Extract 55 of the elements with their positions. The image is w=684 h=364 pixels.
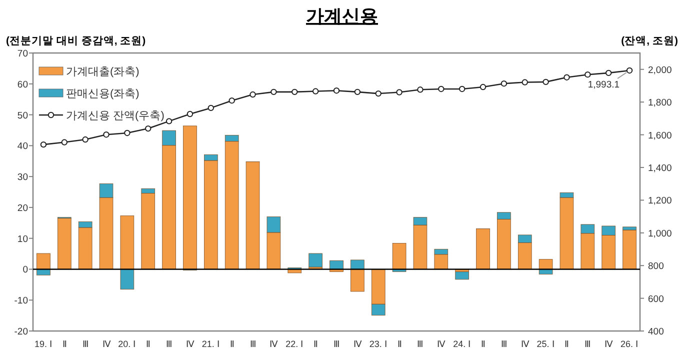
x-tick-label: Ⅳ bbox=[437, 339, 446, 349]
y-tick-label: 10 bbox=[17, 234, 28, 245]
x-tick-label: Ⅳ bbox=[604, 339, 614, 349]
x-tick-label: Ⅲ bbox=[82, 339, 88, 349]
y-tick-label: -10 bbox=[14, 296, 28, 307]
y-tick-label: 70 bbox=[17, 48, 28, 60]
y-tick-label: 20 bbox=[17, 202, 28, 214]
legend-label: 판매신용(좌축) bbox=[66, 88, 140, 100]
x-tick-label: Ⅳ bbox=[353, 339, 362, 349]
x-tick-label: Ⅱ bbox=[397, 339, 402, 349]
x-tick-label: 19. Ⅰ bbox=[34, 339, 52, 349]
y-tick-label: 40 bbox=[17, 141, 28, 152]
x-tick-label: Ⅱ bbox=[146, 339, 150, 349]
x-tick-label: 21. Ⅰ bbox=[202, 339, 220, 349]
y2-tick-label: 1,600 bbox=[648, 130, 672, 142]
y2-tick-label: 800 bbox=[648, 261, 664, 272]
x-tick-label: Ⅱ bbox=[62, 339, 66, 349]
x-tick-label: Ⅲ bbox=[250, 339, 256, 349]
x-tick-label: 23. Ⅰ bbox=[369, 339, 388, 349]
x-tick-label: Ⅱ bbox=[564, 339, 569, 349]
y2-tick-label: 1,200 bbox=[648, 196, 672, 207]
x-tick-label: Ⅲ bbox=[334, 339, 340, 349]
x-tick-label: Ⅳ bbox=[520, 339, 530, 349]
chart-title: 가계신용 bbox=[306, 6, 378, 26]
x-tick-label: 24. Ⅰ bbox=[453, 339, 472, 349]
x-tick-label: Ⅳ bbox=[270, 339, 279, 349]
legend-label: 가계대출(좌축) bbox=[66, 66, 140, 78]
y-tick-label: 0 bbox=[22, 264, 28, 276]
x-tick-label: 20. Ⅰ bbox=[118, 339, 136, 349]
x-tick-label: Ⅱ bbox=[230, 339, 234, 349]
y2-tick-label: 600 bbox=[648, 294, 664, 305]
x-tick-label: Ⅱ bbox=[314, 339, 318, 349]
x-tick-label: 22. Ⅰ bbox=[286, 339, 304, 349]
y-axis-title: (전분기말 대비 증감액, 조원) bbox=[6, 35, 146, 47]
y-tick-label: 30 bbox=[17, 172, 28, 184]
y2-tick-label: 2,000 bbox=[648, 64, 672, 76]
x-tick-label: 25. Ⅰ bbox=[536, 339, 555, 349]
data-label: 1,993.1 bbox=[588, 79, 620, 90]
x-tick-label: Ⅲ bbox=[166, 339, 172, 349]
x-tick-label: Ⅳ bbox=[186, 339, 195, 349]
y2-tick-label: 1,400 bbox=[648, 162, 672, 174]
x-tick-label: Ⅲ bbox=[584, 339, 591, 349]
y2-tick-label: 400 bbox=[648, 326, 664, 338]
y2-tick-label: 1,000 bbox=[648, 228, 672, 240]
x-tick-label: Ⅲ bbox=[500, 339, 507, 349]
y2-tick-label: 1,800 bbox=[648, 98, 672, 109]
x-tick-label: Ⅲ bbox=[417, 339, 424, 349]
x-tick-label: 26. Ⅰ bbox=[620, 339, 639, 349]
x-tick-label: Ⅳ bbox=[102, 339, 112, 349]
y-tick-label: 60 bbox=[17, 79, 28, 90]
y-tick-label: 50 bbox=[17, 110, 28, 122]
y2-axis-title: (잔액, 조원) bbox=[621, 35, 678, 47]
legend-label: 가계신용 잔액(우축) bbox=[66, 110, 164, 122]
y-tick-label: -20 bbox=[14, 326, 28, 338]
x-tick-label: Ⅱ bbox=[481, 339, 486, 349]
